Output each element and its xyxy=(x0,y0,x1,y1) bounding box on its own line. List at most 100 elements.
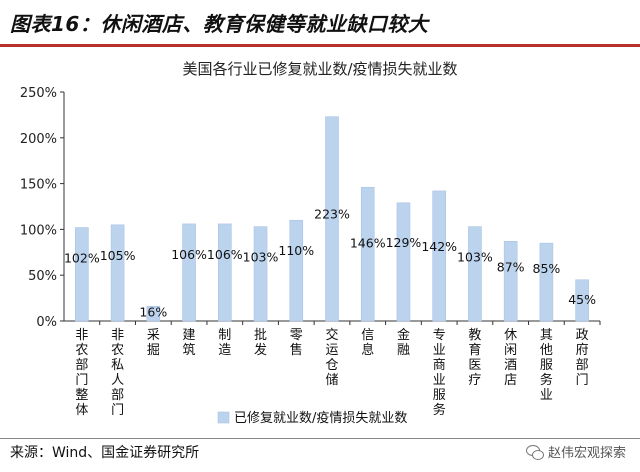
x-tick-label-char: 部 xyxy=(576,358,589,373)
legend-label: 已修复就业数/疫情损失就业数 xyxy=(234,410,407,426)
source-note: 来源：Wind、国金证券研究所 xyxy=(10,445,200,461)
x-tick-label-char: 服 xyxy=(433,388,446,403)
bar xyxy=(110,224,125,322)
bar xyxy=(575,279,589,322)
x-tick-label-char: 信 xyxy=(361,328,374,343)
x-tick-label-char: 商 xyxy=(433,358,446,373)
x-tick-label-char: 部 xyxy=(75,358,88,373)
data-label: 142% xyxy=(421,239,457,254)
x-tick-label-char: 零 xyxy=(290,328,303,343)
x-tick-label-char: 服 xyxy=(540,358,553,373)
data-label: 16% xyxy=(139,304,167,319)
data-label: 87% xyxy=(497,259,525,274)
bar xyxy=(218,223,232,322)
x-tick-label-char: 私 xyxy=(111,358,124,373)
bar-chart: 0%50%100%150%200%250%102%非农部门整体105%非农私人部… xyxy=(20,86,601,426)
x-tick-label-char: 人 xyxy=(111,373,124,388)
bar xyxy=(396,202,411,322)
data-label: 105% xyxy=(100,248,136,263)
bar xyxy=(503,241,518,322)
x-tick-label-char: 交 xyxy=(325,327,338,343)
data-label: 223% xyxy=(314,207,350,222)
figure-title: 图表16：休闲酒店、教育保健等就业缺口较大 xyxy=(10,12,429,36)
x-tick-label-char: 仓 xyxy=(325,358,338,373)
data-label: 106% xyxy=(207,247,243,262)
x-tick-label-char: 整 xyxy=(75,388,88,403)
header-divider xyxy=(0,44,640,47)
x-tick-label-char: 府 xyxy=(576,343,589,358)
x-tick-label-char: 农 xyxy=(111,343,124,358)
bar xyxy=(289,219,304,322)
x-tick-label-char: 部 xyxy=(111,388,124,403)
x-tick-label-char: 运 xyxy=(325,343,338,358)
data-label: 103% xyxy=(243,250,279,265)
bar xyxy=(253,226,268,322)
data-label: 106% xyxy=(171,247,207,262)
x-tick-label-char: 制 xyxy=(218,328,231,343)
x-tick-label-char: 教 xyxy=(468,327,481,343)
x-tick-label-char: 疗 xyxy=(468,373,481,388)
x-tick-label-char: 造 xyxy=(218,343,231,358)
bar xyxy=(182,223,196,322)
data-label: 103% xyxy=(457,250,493,265)
y-tick-label: 0% xyxy=(36,315,57,330)
x-tick-label-char: 体 xyxy=(75,403,88,418)
x-tick-label-char: 农 xyxy=(75,343,88,358)
chart-title: 美国各行业已修复就业数/疫情损失就业数 xyxy=(182,60,458,78)
data-label: 102% xyxy=(64,251,100,266)
x-tick-label-char: 业 xyxy=(540,388,553,403)
x-tick-label-char: 息 xyxy=(361,342,374,358)
x-tick-label-char: 门 xyxy=(111,403,124,418)
x-tick-label-char: 筑 xyxy=(183,342,196,358)
legend-swatch xyxy=(217,411,230,424)
bar xyxy=(539,242,554,322)
x-tick-label-char: 其 xyxy=(540,328,553,343)
x-tick-label-char: 批 xyxy=(254,328,267,343)
x-tick-label-char: 门 xyxy=(75,373,88,388)
data-label: 129% xyxy=(386,235,422,250)
y-tick-label: 50% xyxy=(28,269,57,284)
x-tick-label-char: 采 xyxy=(147,328,160,343)
x-tick-label-char: 掘 xyxy=(147,343,160,358)
x-tick-label-char: 务 xyxy=(540,372,553,388)
x-tick-label-char: 业 xyxy=(433,373,446,388)
bar xyxy=(146,306,161,322)
x-tick-label-char: 非 xyxy=(111,328,124,343)
bar xyxy=(75,227,89,322)
y-tick-label: 200% xyxy=(20,132,57,147)
x-tick-label-char: 建 xyxy=(183,328,196,343)
data-label: 85% xyxy=(533,261,561,276)
y-tick-label: 150% xyxy=(20,178,57,193)
footer-divider xyxy=(0,438,640,439)
x-tick-label-char: 店 xyxy=(504,373,517,388)
bar xyxy=(468,226,482,322)
y-tick-label: 100% xyxy=(20,223,57,238)
x-tick-label-char: 融 xyxy=(397,343,410,358)
x-tick-label-char: 金 xyxy=(397,327,410,343)
x-tick-label-char: 务 xyxy=(433,402,446,418)
x-tick-label-char: 专 xyxy=(433,328,446,343)
x-tick-label-char: 门 xyxy=(576,373,589,388)
x-tick-label-char: 酒 xyxy=(504,358,517,373)
x-tick-label-char: 发 xyxy=(254,342,267,358)
x-tick-label-char: 医 xyxy=(468,358,481,373)
data-label: 146% xyxy=(350,235,386,250)
x-tick-label-char: 储 xyxy=(325,373,338,388)
data-label: 110% xyxy=(278,243,314,258)
x-tick-label-char: 育 xyxy=(468,342,481,358)
x-tick-label-char: 闲 xyxy=(504,343,517,358)
y-tick-label: 250% xyxy=(20,86,57,101)
bar xyxy=(432,190,447,322)
x-tick-label-char: 非 xyxy=(75,328,88,343)
data-label: 45% xyxy=(568,292,596,307)
x-tick-label-char: 他 xyxy=(540,343,553,358)
watermark-text: 赵伟宏观探索 xyxy=(547,446,626,461)
x-tick-label-char: 售 xyxy=(290,342,303,358)
x-tick-label-char: 休 xyxy=(504,328,517,343)
x-tick-label-char: 业 xyxy=(433,343,446,358)
watermark: 赵伟宏观探索 xyxy=(525,442,626,461)
wechat-icon xyxy=(525,444,544,460)
bar xyxy=(325,116,339,322)
x-tick-label-char: 政 xyxy=(576,328,589,343)
bar xyxy=(360,186,375,322)
